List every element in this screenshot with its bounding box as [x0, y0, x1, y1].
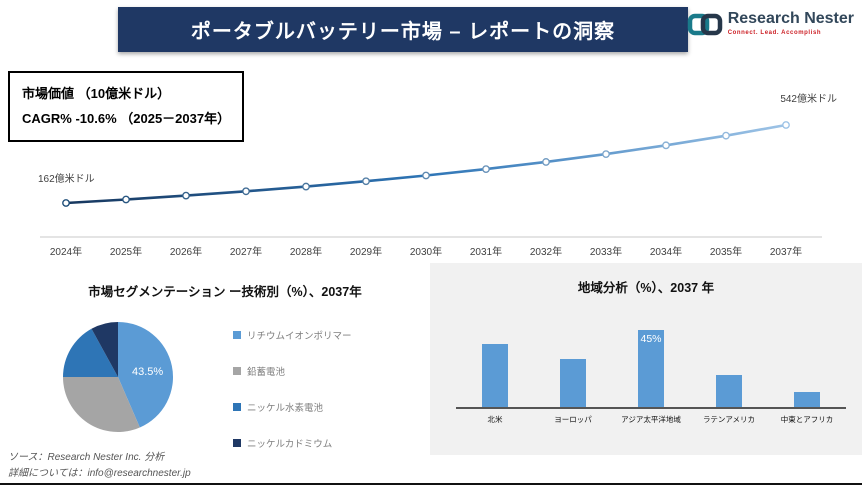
- pie-data-label: 43.5%: [132, 366, 163, 378]
- legend-swatch: [233, 439, 241, 447]
- legend-swatch: [233, 367, 241, 375]
- line-series: [65, 123, 787, 205]
- legend-item: ニッケル水素電池: [233, 400, 352, 414]
- bar-category-label: 中東とアフリカ: [780, 415, 834, 424]
- details-note: 詳細については：info@researchnester.jp: [8, 467, 191, 479]
- x-axis-label: 2024年: [49, 247, 83, 258]
- line-start-value-label: 162億米ドル: [38, 174, 95, 185]
- logo-tagline: Connect. Lead. Accomplish: [727, 29, 822, 36]
- market-value-info-box: 市場価値 （10億米ドル） CAGR% -10.6% （2025－2037年）: [8, 71, 245, 143]
- bar-category-label: ラテンアメリカ: [702, 415, 756, 424]
- data-point-marker: [242, 187, 250, 196]
- line-markers: [62, 121, 790, 207]
- bar-中東とアフリカ: [794, 392, 820, 407]
- pie-slice-3: [91, 322, 118, 377]
- bar-chart-title: 地域分析（%）、2037 年: [577, 281, 715, 295]
- data-point-marker: [422, 171, 430, 180]
- x-axis-label: 2033年: [589, 247, 623, 258]
- footer: ソース：Research Nester Inc. 分析 詳細については：info…: [8, 450, 191, 481]
- pie-slice-1: [63, 377, 140, 433]
- legend-label: ニッケルカドミウム: [247, 439, 333, 450]
- x-axis-label: 2031年: [469, 247, 503, 258]
- legend-label: 鉛蓄電池: [247, 367, 286, 378]
- bar-column: 45%: [612, 321, 690, 407]
- region-analysis-panel: 地域分析（%）、2037 年 45% 北米 ヨーロッパ アジア太平洋地域 ラテンアメリ…: [430, 263, 862, 455]
- research-nester-logo-icon: [687, 13, 722, 36]
- bar-column: [534, 321, 612, 407]
- legend-item: ニッケルカドミウム: [233, 436, 352, 450]
- legend-item: リチウムイオンポリマー: [233, 328, 352, 342]
- legend-item: 鉛蓄電池: [233, 364, 352, 378]
- data-point-marker: [782, 121, 790, 129]
- bar-category-label: 北米: [487, 415, 503, 424]
- bar-column: [768, 321, 846, 407]
- logo-text: Research Nester Connect. Lead. Accomplis…: [728, 10, 854, 36]
- bar-column: [690, 321, 768, 407]
- pie-slice-0: [118, 322, 174, 428]
- bar-北米: [482, 344, 508, 407]
- data-point-marker: [122, 195, 130, 204]
- pie-slice-2: [63, 328, 118, 377]
- x-axis-labels: 2024年 2025年 2026年 2027年 2028年 2029年 2030年 2031年…: [0, 243, 862, 258]
- legend-swatch: [233, 331, 241, 339]
- x-axis-label: 2037年: [769, 247, 803, 258]
- data-point-marker: [362, 177, 370, 186]
- x-axis-label: 2035年: [709, 247, 743, 258]
- x-axis-label: 2030年: [409, 247, 443, 258]
- market-value-line-chart: [40, 121, 822, 238]
- technology-pie-chart: 43.5%: [63, 322, 174, 433]
- line-end-value-label: 542億米ドル: [780, 94, 837, 105]
- data-point-marker: [542, 158, 550, 166]
- logo-brand-name: Research Nester: [727, 10, 854, 27]
- x-axis-label: 2029年: [349, 247, 383, 258]
- cagr-label: CAGR% -10.6% （2025－2037年）: [22, 110, 231, 126]
- brand-logo: Research Nester Connect. Lead. Accomplis…: [687, 10, 854, 40]
- data-point-marker: [62, 199, 70, 207]
- data-point-marker: [182, 191, 190, 200]
- x-axis-label: 2034年: [649, 247, 683, 258]
- bar-ラテンアメリカ: [716, 375, 742, 407]
- bar-category-label: ヨーロッパ: [554, 415, 592, 424]
- data-point-marker: [482, 165, 490, 174]
- bar-category-labels: 北米 ヨーロッパ アジア太平洋地域 ラテンアメリカ 中東とアフリカ: [456, 414, 846, 425]
- data-point-marker: [722, 131, 730, 140]
- data-point-marker: [302, 182, 310, 191]
- pie-chart-title: 市場セグメンテーション ー技術別（%）、2037年: [88, 285, 362, 299]
- bar-アジア太平洋地域: 45%: [638, 330, 664, 407]
- legend-swatch: [233, 403, 241, 411]
- x-axis-label: 2026年: [169, 247, 203, 258]
- bar-ヨーロッパ: [560, 359, 586, 407]
- data-point-marker: [662, 141, 670, 150]
- market-value-label: 市場価値 （10億米ドル）: [22, 86, 171, 101]
- source-note: ソース：Research Nester Inc. 分析: [8, 452, 165, 463]
- x-axis-label: 2025年: [109, 247, 143, 258]
- page-title: ポータブルバッテリー市場 – レポートの洞察: [190, 21, 616, 43]
- legend-label: リチウムイオンポリマー: [247, 331, 352, 342]
- legend-label: ニッケル水素電池: [247, 403, 324, 414]
- pie-legend: リチウムイオンポリマー 鉛蓄電池ニッケル水素電池 ニッケルカドミウム: [233, 328, 352, 472]
- bar-column: [456, 321, 534, 407]
- data-point-marker: [602, 150, 610, 159]
- header-banner: ポータブルバッテリー市場 – レポートの洞察: [118, 7, 688, 52]
- region-bar-chart: 45%: [456, 321, 846, 409]
- x-axis-label: 2032年: [529, 247, 563, 258]
- x-axis-label: 2027年: [229, 247, 263, 258]
- bottom-rule: [0, 483, 862, 485]
- x-axis-label: 2028年: [289, 247, 323, 258]
- bar-category-label: アジア太平洋地域: [621, 415, 681, 424]
- bar-value-label: 45%: [640, 333, 662, 345]
